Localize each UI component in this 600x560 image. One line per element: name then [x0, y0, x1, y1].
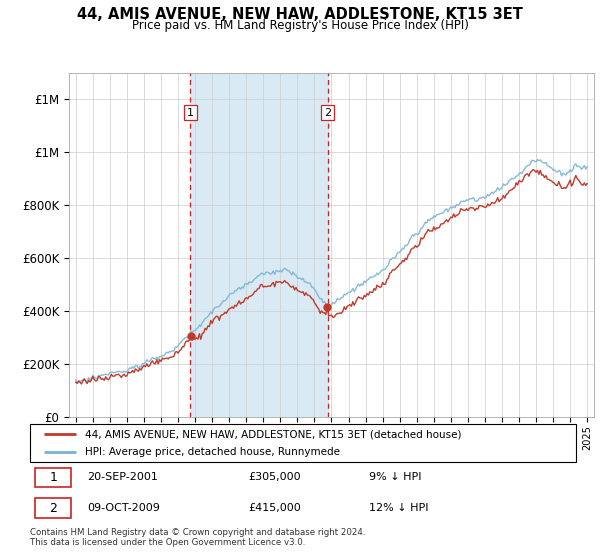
- FancyBboxPatch shape: [35, 468, 71, 487]
- Text: 12% ↓ HPI: 12% ↓ HPI: [368, 503, 428, 513]
- FancyBboxPatch shape: [35, 498, 71, 517]
- Text: 44, AMIS AVENUE, NEW HAW, ADDLESTONE, KT15 3ET (detached house): 44, AMIS AVENUE, NEW HAW, ADDLESTONE, KT…: [85, 429, 461, 439]
- Text: 2: 2: [324, 108, 331, 118]
- Text: Contains HM Land Registry data © Crown copyright and database right 2024.
This d: Contains HM Land Registry data © Crown c…: [30, 528, 365, 547]
- Text: £305,000: £305,000: [248, 473, 301, 483]
- Bar: [190, 73, 328, 417]
- Text: 09-OCT-2009: 09-OCT-2009: [88, 503, 160, 513]
- Text: 20-SEP-2001: 20-SEP-2001: [88, 473, 158, 483]
- Text: 9% ↓ HPI: 9% ↓ HPI: [368, 473, 421, 483]
- Text: 44, AMIS AVENUE, NEW HAW, ADDLESTONE, KT15 3ET: 44, AMIS AVENUE, NEW HAW, ADDLESTONE, KT…: [77, 7, 523, 22]
- Text: Price paid vs. HM Land Registry's House Price Index (HPI): Price paid vs. HM Land Registry's House …: [131, 19, 469, 32]
- Text: 1: 1: [50, 471, 58, 484]
- Text: 2: 2: [50, 502, 58, 515]
- Text: HPI: Average price, detached house, Runnymede: HPI: Average price, detached house, Runn…: [85, 447, 340, 457]
- Text: 1: 1: [187, 108, 194, 118]
- FancyBboxPatch shape: [30, 424, 576, 462]
- Text: £415,000: £415,000: [248, 503, 301, 513]
